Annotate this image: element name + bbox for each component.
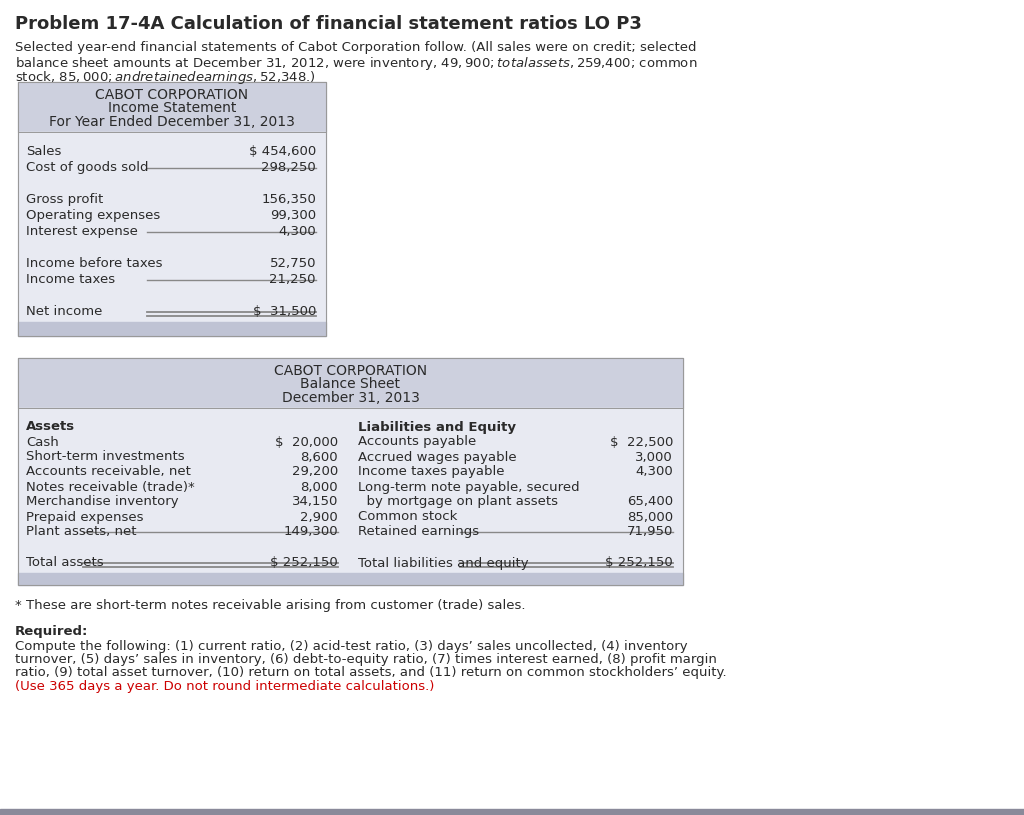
Text: Income before taxes: Income before taxes <box>26 257 163 270</box>
Text: Required:: Required: <box>15 625 88 638</box>
Text: For Year Ended December 31, 2013: For Year Ended December 31, 2013 <box>49 115 295 129</box>
Text: Long-term note payable, secured: Long-term note payable, secured <box>358 481 580 494</box>
Text: Accrued wages payable: Accrued wages payable <box>358 451 517 464</box>
Text: 3,000: 3,000 <box>635 451 673 464</box>
Text: $ 454,600: $ 454,600 <box>249 145 316 158</box>
Text: Interest expense: Interest expense <box>26 225 138 238</box>
Text: 149,300: 149,300 <box>284 526 338 539</box>
Text: Merchandise inventory: Merchandise inventory <box>26 496 178 509</box>
Text: Balance Sheet: Balance Sheet <box>300 377 400 391</box>
Text: CABOT CORPORATION: CABOT CORPORATION <box>95 88 249 102</box>
Text: Notes receivable (trade)*: Notes receivable (trade)* <box>26 481 195 494</box>
Text: Problem 17-4A Calculation of financial statement ratios LO P3: Problem 17-4A Calculation of financial s… <box>15 15 642 33</box>
Text: turnover, (5) days’ sales in inventory, (6) debt-to-equity ratio, (7) times inte: turnover, (5) days’ sales in inventory, … <box>15 653 717 666</box>
Text: ratio, (9) total asset turnover, (10) return on total assets, and (11) return on: ratio, (9) total asset turnover, (10) re… <box>15 666 727 679</box>
Bar <box>18 408 683 585</box>
Bar <box>18 322 326 336</box>
Text: Net income: Net income <box>26 305 102 318</box>
Text: Income Statement: Income Statement <box>108 101 237 115</box>
Text: 8,000: 8,000 <box>300 481 338 494</box>
Text: Selected year-end financial statements of Cabot Corporation follow. (All sales w: Selected year-end financial statements o… <box>15 41 696 54</box>
Text: 52,750: 52,750 <box>269 257 316 270</box>
Bar <box>18 82 326 336</box>
Text: $  22,500: $ 22,500 <box>609 435 673 448</box>
Text: 21,250: 21,250 <box>269 273 316 286</box>
Text: $ 252,150: $ 252,150 <box>270 557 338 570</box>
Text: Total liabilities and equity: Total liabilities and equity <box>358 557 528 570</box>
Text: $ 252,150: $ 252,150 <box>605 557 673 570</box>
Text: Short-term investments: Short-term investments <box>26 451 184 464</box>
Text: 4,300: 4,300 <box>635 465 673 478</box>
Text: Prepaid expenses: Prepaid expenses <box>26 510 143 523</box>
Bar <box>0 809 1024 815</box>
Text: 156,350: 156,350 <box>261 193 316 206</box>
Bar <box>18 573 683 585</box>
Text: Plant assets, net: Plant assets, net <box>26 526 136 539</box>
Bar <box>18 358 683 408</box>
Text: Sales: Sales <box>26 145 61 158</box>
Text: Accounts payable: Accounts payable <box>358 435 476 448</box>
Text: 29,200: 29,200 <box>292 465 338 478</box>
Text: $  31,500: $ 31,500 <box>253 305 316 318</box>
Text: (Use 365 days a year. Do not round intermediate calculations.): (Use 365 days a year. Do not round inter… <box>15 680 434 693</box>
Bar <box>18 358 683 585</box>
Text: balance sheet amounts at December 31, 2012, were inventory, $49,900; total asset: balance sheet amounts at December 31, 20… <box>15 55 697 72</box>
Text: Income taxes payable: Income taxes payable <box>358 465 505 478</box>
Text: stock, $85,000; and retained earnings, $52,348.): stock, $85,000; and retained earnings, $… <box>15 69 316 86</box>
Text: Compute the following: (1) current ratio, (2) acid-test ratio, (3) days’ sales u: Compute the following: (1) current ratio… <box>15 640 688 653</box>
Text: Cost of goods sold: Cost of goods sold <box>26 161 148 174</box>
Text: Cash: Cash <box>26 435 58 448</box>
Bar <box>18 82 326 132</box>
Text: 65,400: 65,400 <box>627 496 673 509</box>
Bar <box>18 132 326 336</box>
Text: Common stock: Common stock <box>358 510 458 523</box>
Text: December 31, 2013: December 31, 2013 <box>282 391 420 405</box>
Text: Liabilities and Equity: Liabilities and Equity <box>358 421 516 434</box>
Text: Gross profit: Gross profit <box>26 193 103 206</box>
Text: * These are short-term notes receivable arising from customer (trade) sales.: * These are short-term notes receivable … <box>15 599 525 612</box>
Text: 71,950: 71,950 <box>627 526 673 539</box>
Text: 34,150: 34,150 <box>292 496 338 509</box>
Text: 298,250: 298,250 <box>261 161 316 174</box>
Text: 2,900: 2,900 <box>300 510 338 523</box>
Text: CABOT CORPORATION: CABOT CORPORATION <box>274 364 427 378</box>
Text: Assets: Assets <box>26 421 75 434</box>
Text: $  20,000: $ 20,000 <box>274 435 338 448</box>
Text: 85,000: 85,000 <box>627 510 673 523</box>
Text: 8,600: 8,600 <box>300 451 338 464</box>
Text: Income taxes: Income taxes <box>26 273 115 286</box>
Text: 99,300: 99,300 <box>270 209 316 222</box>
Text: Operating expenses: Operating expenses <box>26 209 160 222</box>
Text: Retained earnings: Retained earnings <box>358 526 479 539</box>
Text: Accounts receivable, net: Accounts receivable, net <box>26 465 190 478</box>
Text: Total assets: Total assets <box>26 557 103 570</box>
Text: by mortgage on plant assets: by mortgage on plant assets <box>358 496 558 509</box>
Text: 4,300: 4,300 <box>279 225 316 238</box>
